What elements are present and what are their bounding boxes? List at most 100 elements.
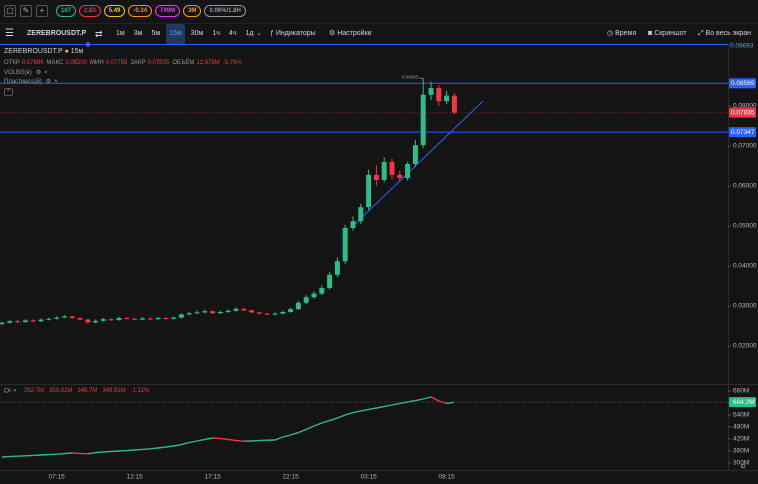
dropdown-icon[interactable]: ⌄ — [256, 30, 262, 37]
candle-body — [225, 310, 231, 312]
window-icon[interactable]: ▢ — [4, 5, 16, 17]
collapse-button[interactable]: ^ — [4, 88, 13, 96]
oi-segment — [204, 437, 213, 441]
timeframe-button[interactable]: 15м — [166, 24, 185, 44]
oi-segment — [384, 404, 393, 408]
candle-body — [132, 318, 138, 320]
oi-segment — [290, 431, 299, 436]
y-tick-label: 360M — [733, 448, 749, 455]
oi-segment — [337, 414, 346, 419]
compare-icon[interactable]: ⇄ — [95, 29, 103, 39]
stat-label: МАКС — [46, 60, 64, 66]
candle-body — [116, 318, 122, 320]
oi-segment — [399, 401, 408, 405]
oi-segment — [220, 437, 229, 441]
oi-legend-values: 352.7M 353.02M 349.7M 349.81M -1.11% — [24, 388, 149, 394]
indicator-close[interactable]: × — [44, 70, 48, 76]
fullscreen-label: Во весь экран — [705, 30, 751, 37]
badge: 2.63 — [79, 5, 101, 17]
pin-icon[interactable]: ✎ — [20, 5, 32, 17]
candle-body — [171, 317, 177, 319]
fullscreen-button[interactable]: ⤢ Во весь экран — [698, 30, 751, 37]
candle-body — [428, 88, 434, 95]
badge-row: 107 2.63 5.49 -0.34 749M 3M 0.06%/1.8H — [56, 5, 246, 17]
add-icon[interactable]: + — [36, 5, 48, 17]
oi-legend-value: 353.02M — [49, 388, 73, 394]
y-tick-label: 0.07000 — [733, 143, 757, 150]
price-line-label: 0.08569 — [731, 80, 755, 87]
candle-body — [15, 321, 21, 323]
y-tick-label: 480M — [733, 424, 749, 431]
candle-body — [327, 274, 333, 288]
oi-segment — [235, 439, 244, 442]
price-line-box — [729, 127, 756, 138]
oi-segment — [165, 445, 174, 448]
stat-label: ОБЪЁМ — [172, 60, 195, 66]
candle-body — [241, 308, 247, 311]
symbol[interactable]: ZEREBROUSDT.P — [27, 30, 87, 37]
timeframe-button[interactable]: 3м — [133, 30, 143, 37]
oi-segment — [103, 450, 112, 453]
menu-icon[interactable]: ☰ — [5, 28, 14, 39]
candle-body — [334, 261, 340, 275]
indicator-close[interactable]: × — [54, 79, 58, 85]
candle-body — [412, 145, 418, 164]
oi-segment — [430, 396, 440, 402]
timeframe-button[interactable]: 5м — [151, 30, 161, 37]
oi-segment — [87, 451, 96, 455]
oi-segment — [305, 425, 315, 431]
settings-button[interactable]: ⚙ Настройки — [329, 30, 372, 37]
time-button[interactable]: ◷ Время — [607, 30, 637, 37]
top-line-handle[interactable] — [85, 42, 91, 47]
oi-current-box — [729, 397, 756, 408]
stat-value: 0.07758 — [105, 60, 128, 66]
timeframe-button[interactable]: 4ч — [228, 30, 237, 37]
candle-body — [405, 164, 411, 178]
indicators-button[interactable]: ƒ Индикаторы — [270, 30, 316, 37]
candle-body — [77, 318, 83, 320]
x-tick-label: 03:15 — [360, 474, 377, 481]
legend-interval: 15м — [70, 48, 84, 55]
candle-body — [451, 95, 457, 113]
candle-body — [46, 318, 52, 320]
timeframe-button[interactable]: 1ч — [212, 30, 220, 37]
oi-segment — [438, 400, 447, 405]
candle-body — [210, 311, 216, 314]
candle-body — [93, 320, 99, 323]
oi-segment — [274, 436, 284, 441]
axis-settings-icon[interactable]: ⚙ — [740, 463, 746, 471]
candle-body — [69, 316, 75, 318]
candle-body — [420, 94, 426, 146]
candle-body — [381, 162, 387, 180]
stat-label: МИН — [90, 60, 104, 66]
oi-close-icon[interactable]: × — [13, 388, 17, 395]
stat-value: -5.76% — [222, 60, 242, 66]
y-tick-label: 420M — [733, 436, 749, 443]
indicator-settings[interactable]: ⚙ — [45, 79, 52, 85]
oi-segment — [313, 422, 323, 427]
oi-segment — [282, 434, 291, 438]
candle-body — [178, 314, 184, 318]
current-price-box — [729, 107, 756, 118]
legend-symbol: ZEREBROUSDT.P — [4, 48, 63, 55]
top-toolbar: ▢ ✎ + 107 2.63 5.49 -0.34 749M 3M 0.06%/1.8H — [0, 0, 758, 22]
oi-segment — [150, 447, 159, 450]
candle-body — [108, 319, 114, 321]
badge: 5.49 — [103, 5, 126, 17]
oi-segment — [391, 402, 400, 406]
timeframe-button[interactable]: 1м — [116, 30, 125, 37]
candle-body — [194, 312, 200, 314]
candle-body — [124, 318, 130, 319]
trend-line[interactable] — [354, 100, 484, 225]
timeframe-button[interactable]: 30м — [190, 30, 204, 37]
candle-body — [397, 174, 403, 178]
y-tick-label: 0.06000 — [733, 183, 757, 190]
screenshot-label: Скриншот — [654, 30, 687, 37]
oi-current-label: 604.2M — [733, 399, 755, 406]
high-marker-label: 0.08693 — [402, 74, 419, 79]
stat-label: ЗАКР — [130, 60, 146, 66]
screenshot-button[interactable]: ◙ Скриншот — [648, 30, 687, 37]
indicator-settings[interactable]: ⚙ — [35, 70, 42, 76]
timeframe-button[interactable]: 1д — [245, 30, 254, 37]
